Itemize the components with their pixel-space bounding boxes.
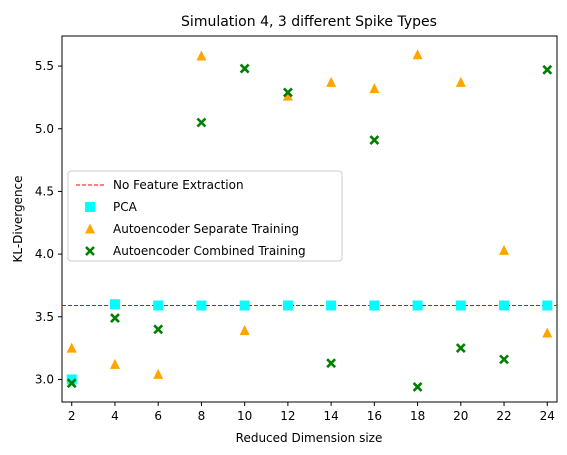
pca-point: [499, 300, 509, 310]
y-tick-label: 3.5: [35, 310, 54, 324]
pca-point: [153, 300, 163, 310]
legend: No Feature Extraction PCA Autoencoder Sepa…: [68, 171, 342, 261]
legend-swatch-pca: [85, 202, 95, 212]
pca-point: [110, 299, 120, 309]
x-tick-label: 4: [111, 409, 119, 423]
legend-label-combined-training: Autoencoder Combined Training: [113, 244, 306, 258]
x-tick-label: 24: [540, 409, 555, 423]
y-tick-label: 5.5: [35, 59, 54, 73]
chart-title: Simulation 4, 3 different Spike Types: [181, 14, 437, 30]
y-tick-label: 4.5: [35, 184, 54, 198]
x-tick-label: 18: [410, 409, 425, 423]
pca-point: [369, 300, 379, 310]
pca-point: [326, 300, 336, 310]
x-tick-label: 16: [367, 409, 382, 423]
x-tick-label: 22: [496, 409, 511, 423]
pca-point: [456, 300, 466, 310]
x-tick-label: 20: [453, 409, 468, 423]
x-tick-label: 12: [280, 409, 295, 423]
y-tick-label: 5.0: [35, 122, 54, 136]
y-axis-label: KL-Divergence: [11, 175, 25, 262]
x-tick-label: 2: [68, 409, 76, 423]
y-tick-label: 4.0: [35, 247, 54, 261]
pca-point: [196, 300, 206, 310]
x-tick-label: 10: [237, 409, 252, 423]
y-tick-label: 3.0: [35, 372, 54, 386]
x-tick-label: 8: [198, 409, 206, 423]
pca-point: [413, 300, 423, 310]
x-tick-label: 14: [323, 409, 338, 423]
pca-point: [542, 300, 552, 310]
pca-point: [283, 300, 293, 310]
x-tick-label: 6: [154, 409, 162, 423]
legend-label-no-feature-extraction: No Feature Extraction: [113, 178, 244, 192]
x-axis-label: Reduced Dimension size: [236, 431, 383, 445]
pca-point: [240, 300, 250, 310]
legend-label-pca: PCA: [113, 200, 138, 214]
legend-label-separate-training: Autoencoder Separate Training: [113, 222, 299, 236]
